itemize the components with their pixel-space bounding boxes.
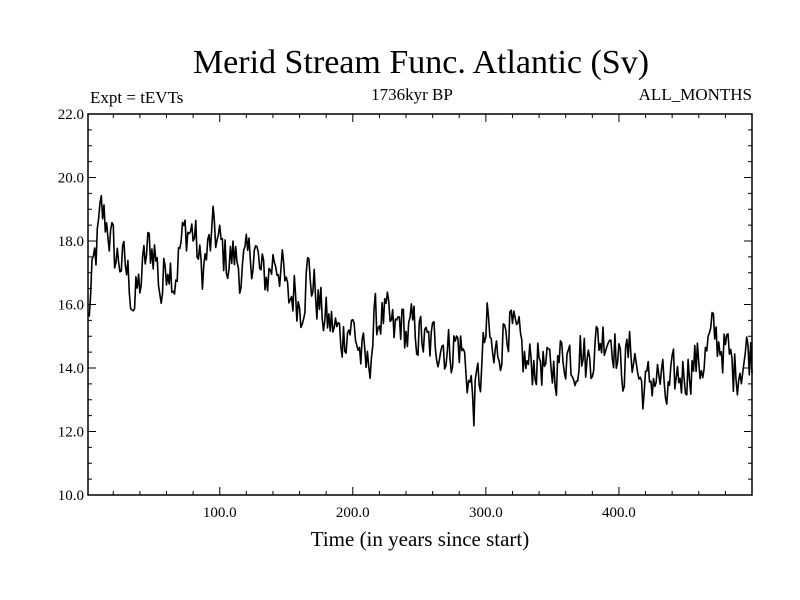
y-tick-label: 22.0 [58,107,84,123]
x-tick-label: 200.0 [336,505,370,521]
x-axis: 100.0 200.0 300.0 400.0 [112,114,726,521]
series-layer [87,194,753,427]
x-tick-label: 100.0 [203,505,237,521]
y-tick-label: 20.0 [58,171,84,187]
experiment-label: Expt = tEVTs [90,88,183,107]
y-tick-label: 10.0 [58,488,84,504]
y-axis: 10.0 12.0 14.0 16.0 18.0 20.0 22.0 [58,107,752,504]
months-label: ALL_MONTHS [639,85,752,104]
y-tick-label: 16.0 [58,298,84,314]
period-label: 1736kyr BP [371,85,453,104]
plot-frame [87,113,753,496]
x-axis-label: Time (in years since start) [311,527,530,551]
y-tick-label: 14.0 [58,361,84,377]
y-tick-label: 12.0 [58,425,84,441]
x-tick-label: 300.0 [469,505,503,521]
x-tick-label: 400.0 [602,505,636,521]
series-line [87,194,753,427]
chart-title: Merid Stream Func. Atlantic (Sv) [193,44,649,81]
y-tick-label: 18.0 [58,234,84,250]
